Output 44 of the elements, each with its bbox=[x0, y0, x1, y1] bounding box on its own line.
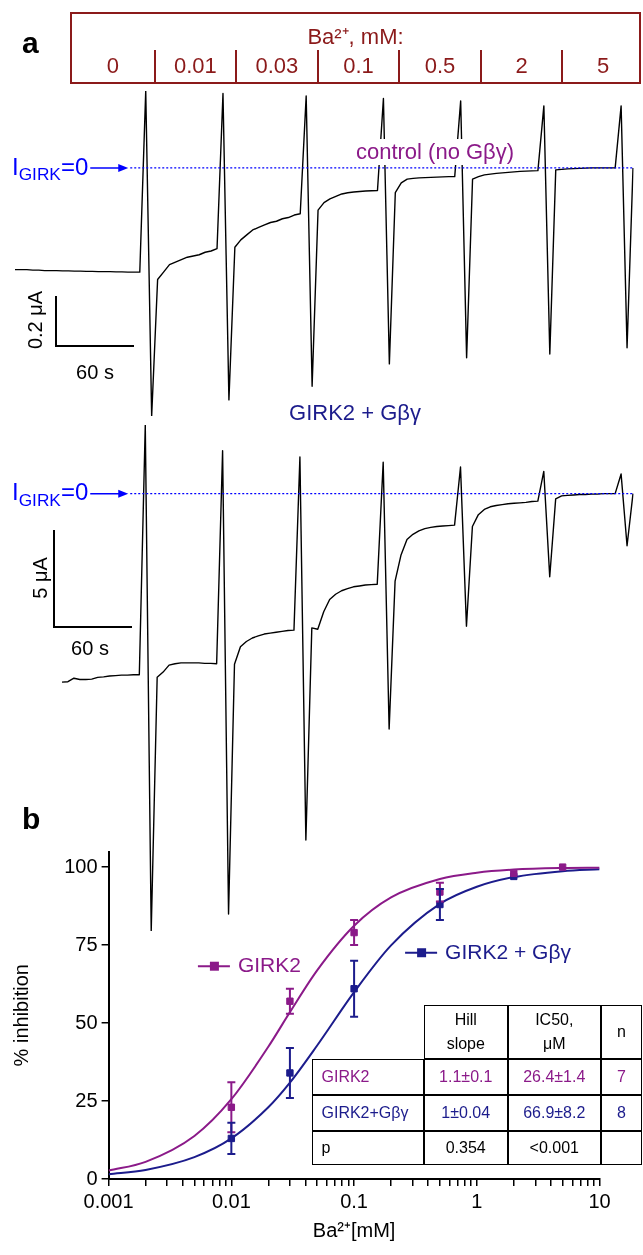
text: 7 bbox=[617, 1067, 626, 1087]
y-tick-label: 75 bbox=[75, 932, 98, 955]
annotation: Hill slope bbox=[445, 1010, 486, 1054]
x-tick-label: 0.001 bbox=[83, 1189, 134, 1212]
legend-label: GIRK2 + Gβγ bbox=[445, 939, 572, 963]
text: a bbox=[22, 26, 39, 60]
annotation: 0.354 bbox=[445, 1138, 486, 1158]
category-label: 0.01 bbox=[153, 49, 236, 82]
y-tick-label: 100 bbox=[64, 854, 98, 877]
annotation: 60 s bbox=[76, 360, 114, 384]
annotation: IC50, μM bbox=[534, 1010, 575, 1054]
x-tick-label: 10 bbox=[588, 1189, 611, 1212]
x-tick-label: 0.1 bbox=[340, 1189, 369, 1212]
x-axis-title: Ba²⁺[mM] bbox=[312, 1218, 396, 1241]
category-label: 0.1 bbox=[316, 49, 399, 82]
annotation: GIRK2 bbox=[321, 1067, 370, 1087]
text: Ba²⁺, mM: bbox=[306, 22, 405, 50]
annotation: GIRK2+Gβγ bbox=[321, 1103, 409, 1123]
x-tick-label: 1 bbox=[471, 1189, 483, 1212]
x-tick-label: 0.01 bbox=[211, 1189, 251, 1212]
annotation: 66.9±8.2 bbox=[523, 1103, 586, 1123]
annotation: <0.001 bbox=[529, 1138, 579, 1158]
chart-title: b bbox=[22, 802, 41, 836]
category-label: 0.5 bbox=[398, 49, 480, 82]
annotation: 1.1±0.1 bbox=[439, 1067, 493, 1087]
annotation: 26.4±1.4 bbox=[523, 1067, 586, 1087]
text: n bbox=[617, 1022, 626, 1042]
text: 8 bbox=[617, 1103, 626, 1123]
y-tick-label: 25 bbox=[75, 1088, 98, 1111]
annotation: 1±0.04 bbox=[441, 1103, 491, 1123]
category-label: 2 bbox=[479, 49, 562, 82]
text: 5 μA bbox=[28, 557, 52, 599]
chart-title: GIRK2 + Gβγ bbox=[287, 400, 423, 426]
category-label: 5 bbox=[561, 49, 643, 82]
category-label: 0 bbox=[105, 51, 120, 80]
annotation: p bbox=[321, 1138, 331, 1158]
y-tick-label: 50 bbox=[75, 1010, 98, 1033]
y-tick-label: 0 bbox=[86, 1166, 98, 1189]
annotation: 60 s bbox=[71, 636, 109, 660]
y-axis-title: % inhibition bbox=[9, 964, 32, 1067]
annotation: 0.2 μA bbox=[23, 290, 47, 350]
category-label: 0.03 bbox=[235, 49, 317, 82]
text: control (no Gβγ) bbox=[353, 139, 517, 165]
legend-label: GIRK2 bbox=[237, 953, 301, 977]
